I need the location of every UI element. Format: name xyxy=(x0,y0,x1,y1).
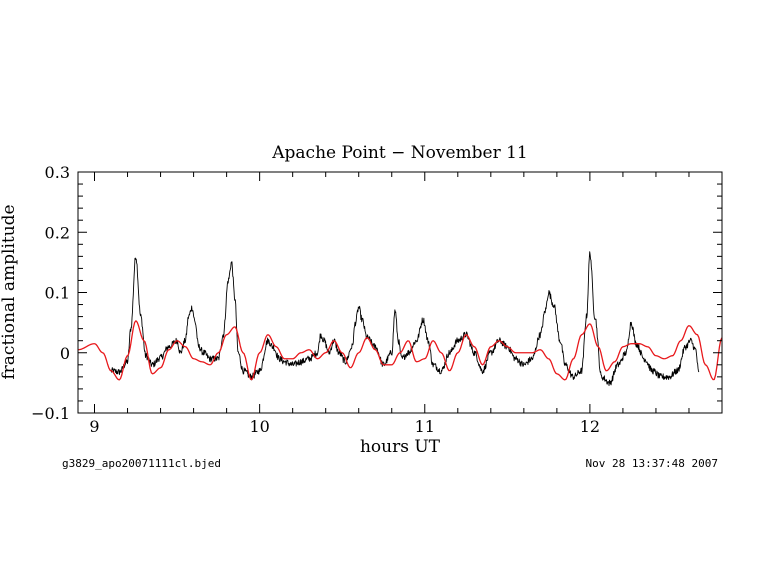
x-tick-label: 12 xyxy=(580,417,600,436)
y-tick-label: 0.2 xyxy=(45,223,70,242)
plot-frame xyxy=(77,171,723,414)
footer-timestamp: Nov 28 13:37:48 2007 xyxy=(586,457,718,470)
y-tick-label: 0.1 xyxy=(45,284,70,303)
footer-filename: g3829_apo20071111cl.bjed xyxy=(62,457,221,470)
axis-tick-labels: 9 10 11 12 −0.1 0 0.1 0.2 0.3 xyxy=(31,163,600,436)
y-tick-label: −0.1 xyxy=(31,404,70,423)
y-axis-label: fractional amplitude xyxy=(0,204,19,379)
axis-ticks xyxy=(78,171,723,414)
series-layer xyxy=(77,251,723,387)
series-line-model xyxy=(77,320,723,381)
y-tick-label: 0.3 xyxy=(45,163,70,182)
series-line-observed xyxy=(110,251,700,387)
x-tick-label: 9 xyxy=(89,417,99,436)
x-tick-label: 11 xyxy=(415,417,435,436)
x-tick-label: 10 xyxy=(249,417,269,436)
chart-title: Apache Point − November 11 xyxy=(271,143,527,163)
x-axis-label: hours UT xyxy=(360,437,441,457)
y-tick-label: 0 xyxy=(60,344,70,363)
